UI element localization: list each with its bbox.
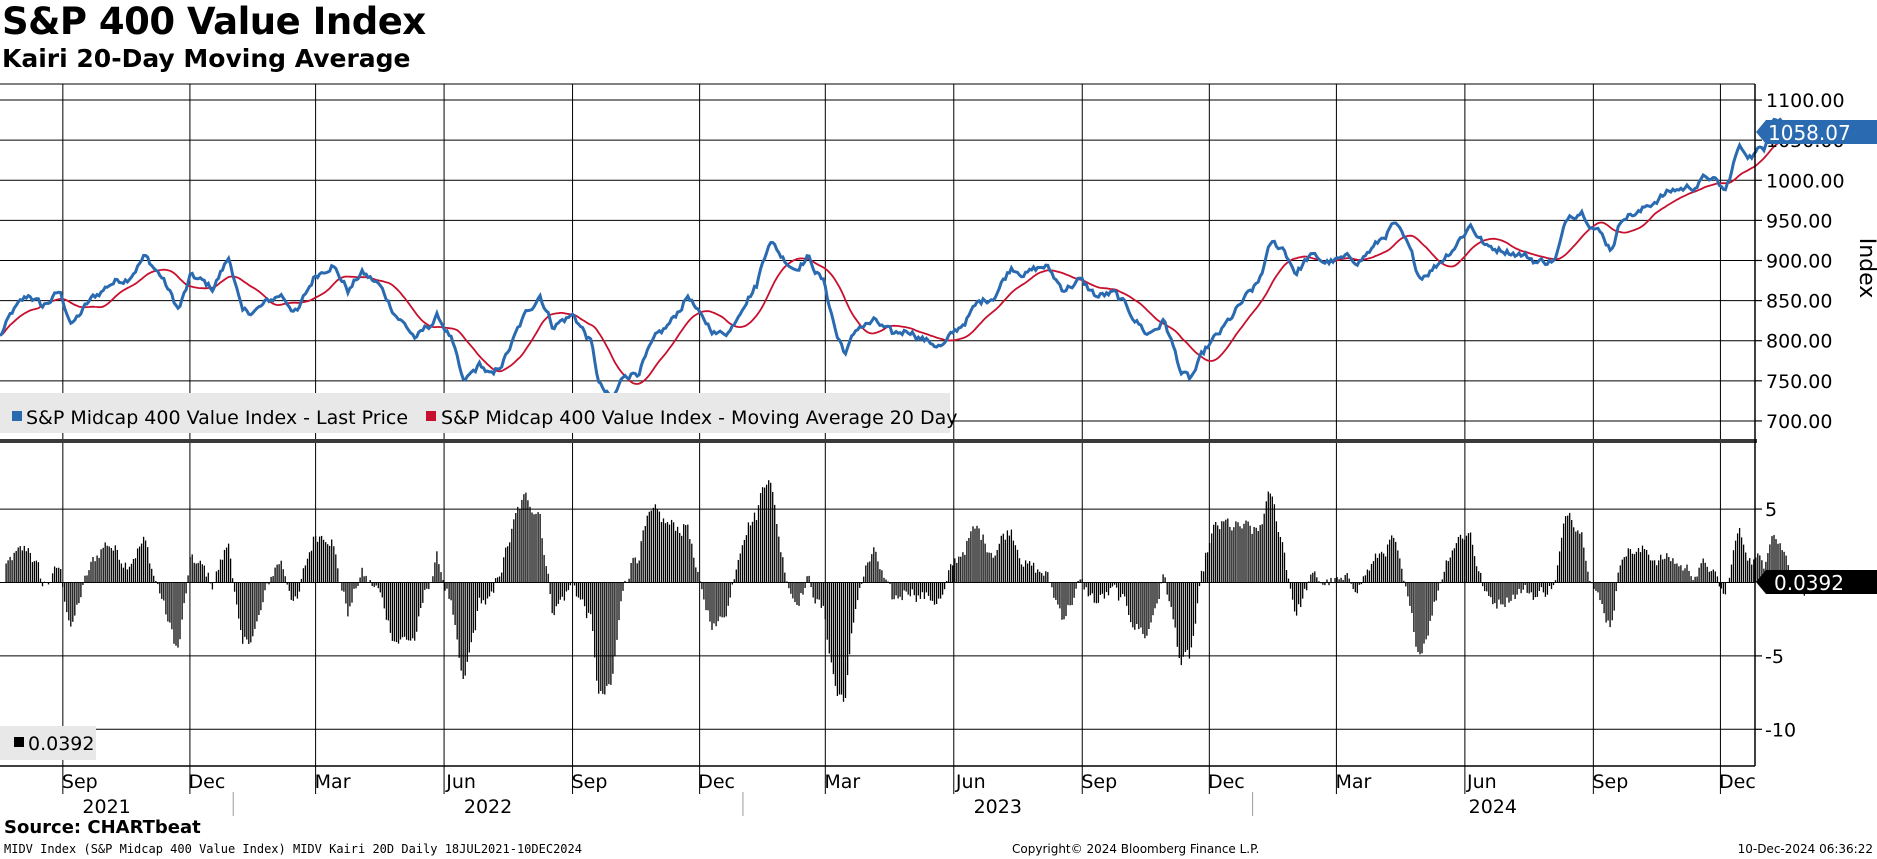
kairi-y-ticks: 5 -5 -10 [1755, 499, 1796, 741]
price-tick-label: 900.00 [1766, 250, 1832, 272]
footer-description: MIDV Index (S&P Midcap 400 Value Index) … [4, 842, 582, 856]
x-tick-month: Jun [1466, 771, 1497, 793]
legend-label-kairi: 0.0392 [28, 733, 94, 755]
footer-copyright: Copyright© 2024 Bloomberg Finance L.P. [1012, 842, 1260, 856]
x-tick-month: Jun [445, 771, 476, 793]
legend-swatch-last-price [12, 411, 22, 421]
x-tick-year: 2024 [1469, 796, 1517, 818]
x-tick-month: Jun [955, 771, 986, 793]
price-tick-label: 750.00 [1766, 371, 1832, 393]
price-tick-label: 1000.00 [1766, 170, 1845, 192]
legend-label-last-price: S&P Midcap 400 Value Index - Last Price [26, 407, 408, 429]
x-tick-month: Mar [824, 771, 860, 793]
moving-average-line [0, 126, 1807, 385]
x-tick-month: Dec [1719, 771, 1756, 793]
last-price-callout: 1058.07 [1756, 120, 1877, 145]
source-label: Source: CHARTbeat [4, 817, 201, 838]
x-tick-year: 2021 [82, 796, 130, 818]
kairi-tick-label: -5 [1765, 646, 1784, 668]
price-tick-label: 800.00 [1766, 331, 1832, 353]
x-tick-year: 2022 [464, 796, 512, 818]
x-tick-month: Dec [698, 771, 735, 793]
price-y-axis-label: Index [1854, 238, 1877, 299]
chart-subtitle: Kairi 20-Day Moving Average [2, 44, 411, 73]
price-legend-background [0, 393, 950, 433]
price-tick-label: 950.00 [1766, 210, 1832, 232]
last-price-value: 1058.07 [1768, 121, 1851, 145]
kairi-last-value: 0.0392 [1774, 571, 1844, 595]
kairi-last-callout: 0.0392 [1756, 570, 1877, 595]
kairi-panel-grid [0, 508, 1755, 730]
kairi-legend: 0.0392 [0, 726, 96, 760]
footer-timestamp: 10-Dec-2024 06:36:22 [1737, 842, 1873, 856]
x-tick-month: Dec [1208, 771, 1245, 793]
x-tick-month: Mar [315, 771, 351, 793]
legend-swatch-moving-average [426, 411, 436, 421]
x-tick-month: Mar [1335, 771, 1371, 793]
kairi-tick-label: -10 [1765, 719, 1796, 741]
price-legend: S&P Midcap 400 Value Index - Last Price … [0, 393, 958, 433]
price-tick-label: 700.00 [1766, 411, 1832, 433]
legend-swatch-kairi [14, 737, 24, 747]
x-tick-month: Sep [62, 771, 98, 793]
kairi-bars [5, 480, 1808, 702]
x-tick-month: Sep [1592, 771, 1628, 793]
x-tick-year: 2023 [974, 796, 1022, 818]
price-tick-label: 850.00 [1766, 291, 1832, 313]
legend-label-moving-average: S&P Midcap 400 Value Index - Moving Aver… [441, 407, 958, 429]
x-axis-ticks: Sep Dec Mar Jun Sep Dec Mar Jun Sep Dec Mar Jun Sep D… [62, 771, 1756, 818]
kairi-tick-label: 5 [1765, 499, 1777, 521]
chart-title: S&P 400 Value Index [2, 0, 426, 43]
last-price-line [0, 117, 1808, 401]
x-tick-month: Sep [572, 771, 608, 793]
price-tick-label: 1100.00 [1766, 90, 1845, 112]
x-tick-month: Dec [189, 771, 226, 793]
x-tick-month: Sep [1081, 771, 1117, 793]
